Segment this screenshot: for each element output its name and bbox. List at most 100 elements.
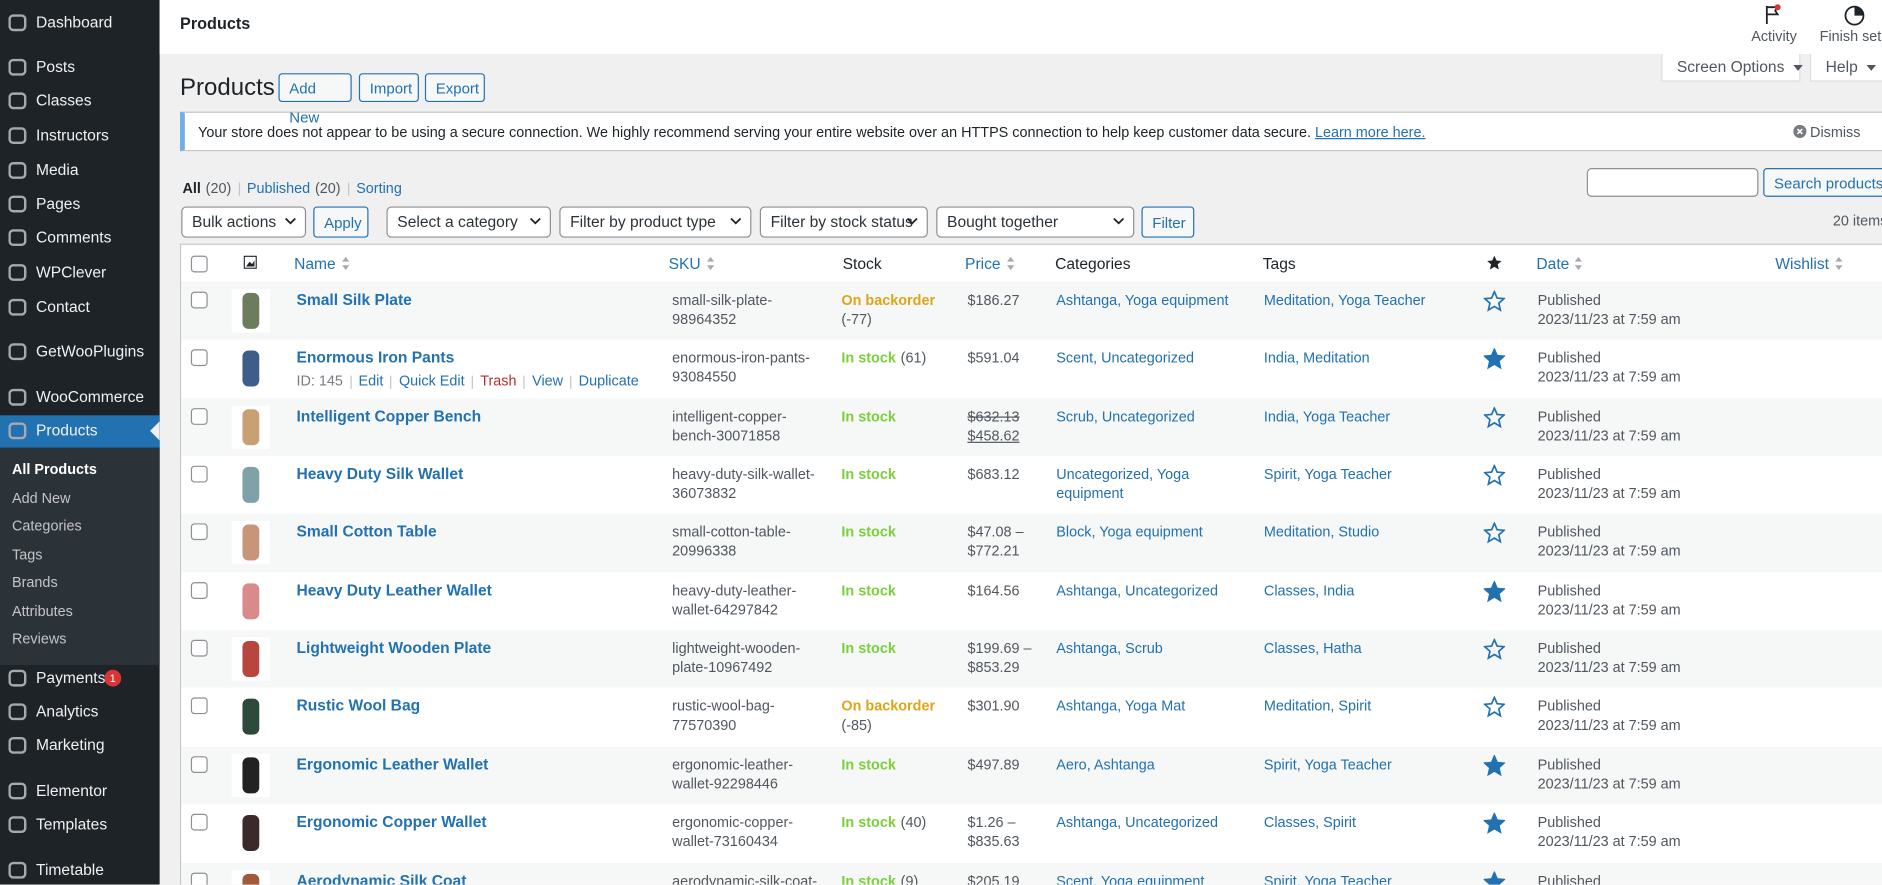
product-name[interactable]: Small Cotton Table: [296, 523, 436, 542]
categories[interactable]: Ashtanga, Yoga Mat: [1056, 697, 1236, 716]
product-name[interactable]: Rustic Wool Bag: [296, 697, 420, 716]
notice-dismiss[interactable]: Dismiss: [1793, 122, 1860, 141]
row-action[interactable]: Duplicate: [579, 373, 639, 390]
row-action[interactable]: View: [532, 373, 563, 390]
menu-item[interactable]: Timetable: [36, 861, 104, 880]
product-name[interactable]: Intelligent Copper Bench: [296, 407, 481, 426]
product-name[interactable]: Small Silk Plate: [296, 290, 411, 309]
categories[interactable]: Uncategorized, Yoga equipment: [1056, 465, 1236, 503]
submenu-item[interactable]: All Products: [12, 460, 97, 479]
categories[interactable]: Scent, Yoga equipment: [1056, 871, 1236, 885]
heading-button[interactable]: Export: [425, 73, 485, 102]
row-action[interactable]: Trash: [480, 373, 516, 390]
tags[interactable]: Meditation, Studio: [1264, 523, 1456, 542]
apply-button[interactable]: Apply: [313, 206, 368, 237]
column-header[interactable]: Date: [1536, 254, 1582, 273]
help-tab[interactable]: Help: [1810, 54, 1882, 82]
product-name[interactable]: Ergonomic Copper Wallet: [296, 813, 486, 832]
submenu-item[interactable]: Tags: [12, 544, 42, 563]
menu-item[interactable]: Marketing: [36, 736, 105, 755]
checkbox[interactable]: [191, 524, 208, 541]
select[interactable]: Filter by stock status: [760, 206, 928, 237]
menu-item[interactable]: Analytics: [36, 702, 98, 721]
categories[interactable]: Aero, Ashtanga: [1056, 755, 1236, 774]
menu-item[interactable]: Comments: [36, 228, 111, 247]
checkbox[interactable]: [191, 292, 208, 309]
row-action[interactable]: Edit: [359, 373, 384, 390]
categories[interactable]: Scent, Uncategorized: [1056, 348, 1236, 367]
view-label[interactable]: All: [182, 180, 200, 197]
submenu-item[interactable]: Add New: [12, 488, 70, 507]
menu-item[interactable]: Media: [36, 161, 79, 180]
menu-item[interactable]: WooCommerce: [36, 388, 144, 407]
product-name[interactable]: Ergonomic Leather Wallet: [296, 755, 488, 774]
tags[interactable]: Spirit, Yoga Teacher: [1264, 871, 1456, 885]
checkbox[interactable]: [191, 582, 208, 599]
heading-button[interactable]: Add New: [278, 73, 351, 102]
checkbox[interactable]: [191, 408, 208, 425]
menu-item[interactable]: Classes: [36, 91, 92, 110]
search-input[interactable]: [1587, 168, 1759, 197]
product-name[interactable]: Aerodynamic Silk Coat: [296, 871, 466, 885]
checkbox[interactable]: [191, 640, 208, 657]
finish-setup-label[interactable]: Finish setup: [1820, 26, 1882, 45]
checkbox[interactable]: [191, 756, 208, 773]
product-name[interactable]: Heavy Duty Leather Wallet: [296, 581, 491, 600]
checkbox[interactable]: [191, 872, 208, 885]
select[interactable]: Filter by product type: [559, 206, 751, 237]
menu-item[interactable]: Dashboard: [36, 13, 112, 32]
submenu-item[interactable]: Attributes: [12, 601, 73, 620]
categories[interactable]: Scrub, Uncategorized: [1056, 407, 1236, 426]
tags[interactable]: Classes, Spirit: [1264, 813, 1456, 832]
menu-item[interactable]: Instructors: [36, 126, 109, 145]
submenu-item[interactable]: Brands: [12, 573, 58, 592]
tags[interactable]: Classes, India: [1264, 581, 1456, 600]
activity-label[interactable]: Activity: [1751, 26, 1797, 45]
menu-item[interactable]: Posts: [36, 58, 75, 77]
select[interactable]: Bulk actions: [181, 206, 306, 237]
search-button[interactable]: Search products: [1763, 168, 1882, 197]
select[interactable]: Bought together: [936, 206, 1134, 237]
menu-item[interactable]: Templates: [36, 815, 107, 834]
view-label[interactable]: Sorting: [356, 180, 402, 197]
checkbox[interactable]: [191, 350, 208, 367]
product-name[interactable]: Heavy Duty Silk Wallet: [296, 465, 463, 484]
column-header[interactable]: Wishlist: [1775, 254, 1842, 273]
tags[interactable]: Spirit, Yoga Teacher: [1264, 465, 1456, 484]
checkbox[interactable]: [191, 814, 208, 831]
menu-item[interactable]: GetWooPlugins: [36, 342, 144, 361]
categories[interactable]: Ashtanga, Uncategorized: [1056, 581, 1236, 600]
submenu-item[interactable]: Reviews: [12, 629, 66, 648]
heading-button[interactable]: Import: [359, 73, 419, 102]
menu-item[interactable]: Elementor: [36, 781, 107, 800]
view-label[interactable]: Published: [247, 180, 310, 197]
tags[interactable]: Spirit, Yoga Teacher: [1264, 755, 1456, 774]
categories[interactable]: Ashtanga, Yoga equipment: [1056, 290, 1236, 309]
checkbox[interactable]: [191, 466, 208, 483]
column-header[interactable]: SKU: [669, 254, 714, 273]
column-header[interactable]: Price: [965, 254, 1014, 273]
notice-link[interactable]: Learn more here.: [1315, 124, 1426, 141]
screen-options-tab[interactable]: Screen Options: [1661, 54, 1800, 82]
categories[interactable]: Ashtanga, Scrub: [1056, 639, 1236, 658]
menu-item[interactable]: Contact: [36, 298, 90, 317]
tags[interactable]: Classes, Hatha: [1264, 639, 1456, 658]
row-action[interactable]: Quick Edit: [399, 373, 465, 390]
categories[interactable]: Block, Yoga equipment: [1056, 523, 1236, 542]
tags[interactable]: Meditation, Spirit: [1264, 697, 1456, 716]
menu-item[interactable]: Pages: [36, 194, 80, 213]
menu-item[interactable]: Payments: [36, 669, 105, 688]
tags[interactable]: India, Yoga Teacher: [1264, 407, 1456, 426]
tags[interactable]: India, Meditation: [1264, 348, 1456, 367]
column-header[interactable]: Name: [294, 254, 349, 273]
select[interactable]: Select a category: [386, 206, 550, 237]
menu-item[interactable]: Products: [36, 421, 98, 440]
filter-button[interactable]: Filter: [1141, 206, 1194, 237]
product-name[interactable]: Enormous Iron Pants: [296, 348, 454, 367]
categories[interactable]: Ashtanga, Uncategorized: [1056, 813, 1236, 832]
product-name[interactable]: Lightweight Wooden Plate: [296, 639, 491, 658]
menu-item[interactable]: WPClever: [36, 263, 106, 282]
checkbox[interactable]: [191, 256, 208, 273]
tags[interactable]: Meditation, Yoga Teacher: [1264, 290, 1456, 309]
checkbox[interactable]: [191, 698, 208, 715]
